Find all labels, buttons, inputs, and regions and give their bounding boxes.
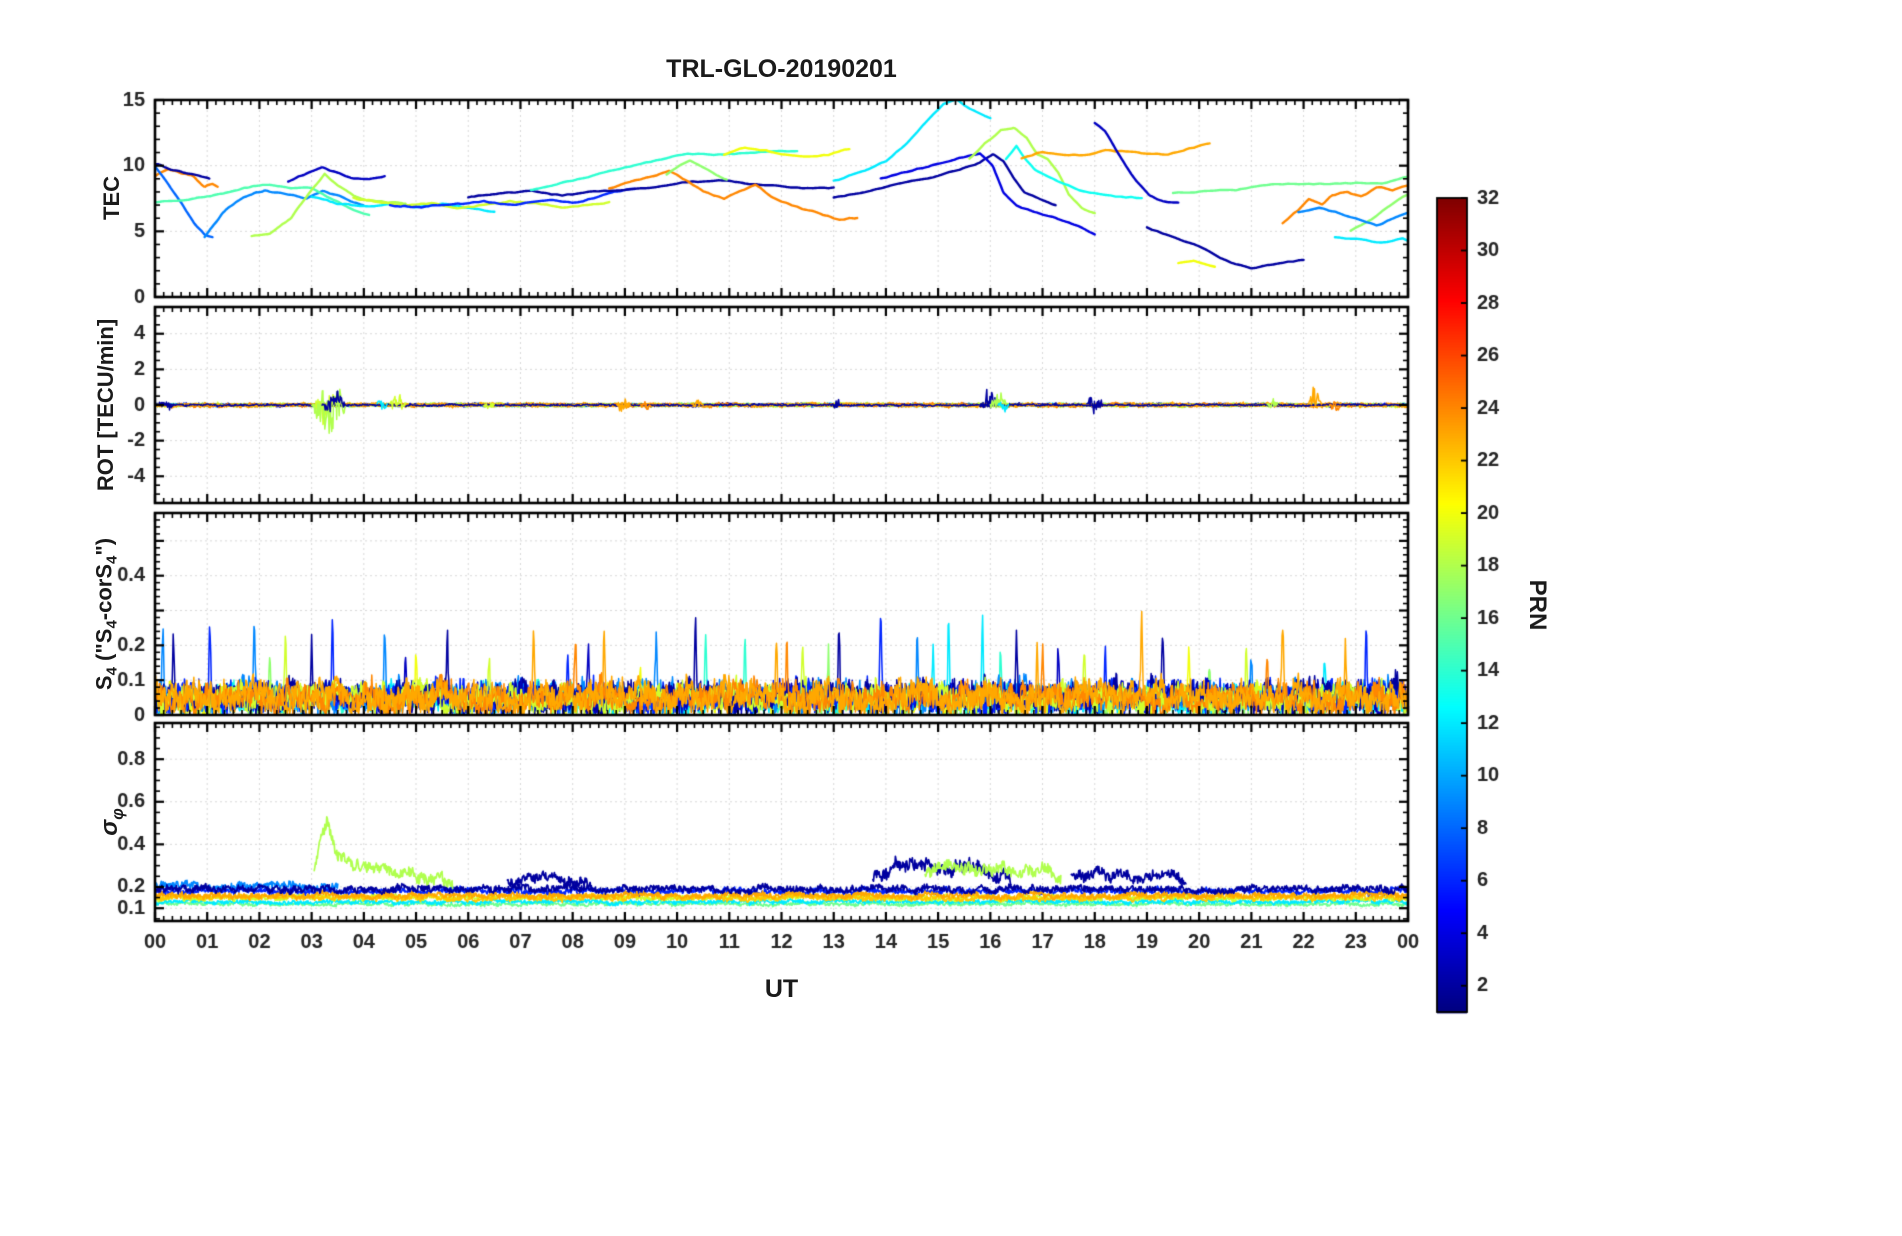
colorbar-label: PRN [1524, 579, 1551, 631]
y-axis-label-sigma-phi: σφ [96, 808, 127, 836]
y-axis-label-rot: ROT [TECU/min] [93, 318, 118, 492]
y-axis-label-s4: S4 ("S4-corS4") [91, 537, 121, 691]
y-axis-label-tec: TEC [99, 176, 124, 220]
x-axis-label: UT [764, 975, 799, 1003]
chart-title: TRL-GLO-20190201 [666, 55, 897, 83]
